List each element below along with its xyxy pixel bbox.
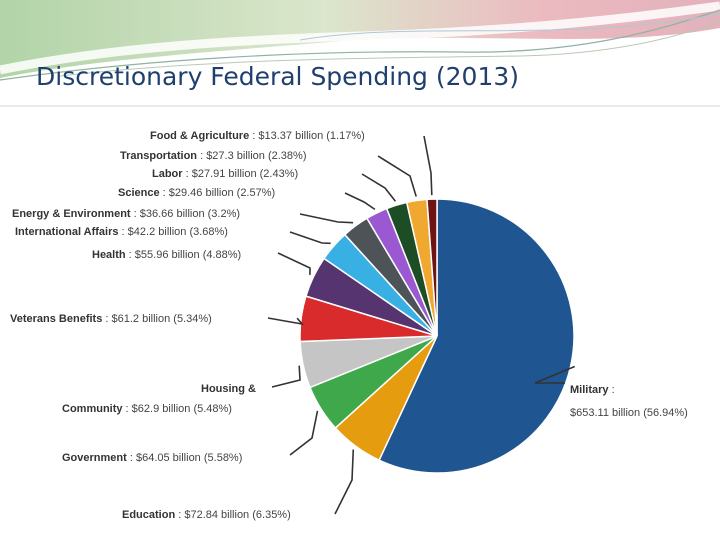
banner-wave-line-1 bbox=[0, 9, 720, 81]
banner-wave-line-3 bbox=[299, 13, 720, 41]
slice-label-health: Health : $55.96 billion (4.88%) bbox=[92, 249, 241, 261]
leader-line-housing-and-community bbox=[271, 365, 301, 388]
slide-banner bbox=[0, 0, 720, 107]
slice-label-housing-and-community-line-1: Housing & bbox=[201, 383, 256, 395]
leader-line-military bbox=[534, 365, 576, 384]
slice-label-education: Education : $72.84 billion (6.35%) bbox=[122, 509, 291, 521]
leader-line-labor bbox=[361, 173, 397, 202]
slice-label-military-line-2: $653.11 billion (56.94%) bbox=[570, 407, 688, 419]
leader-line-government bbox=[289, 410, 319, 456]
leader-line-international-affairs bbox=[289, 231, 331, 245]
leader-line-energy-and-environment bbox=[299, 213, 354, 224]
slice-label-veterans-benefits: Veterans Benefits : $61.2 billion (5.34%… bbox=[10, 313, 212, 325]
leader-line-food-and-agriculture bbox=[423, 135, 433, 196]
slide-title: Discretionary Federal Spending (2013) bbox=[36, 62, 520, 91]
pie-chart: Military : $653.11 billion (56.94%) Educa… bbox=[0, 118, 720, 540]
slice-label-housing-and-community-line-2: Community : $62.9 billion (5.48%) bbox=[62, 403, 232, 415]
slice-label-military-line-1: Military : bbox=[570, 384, 615, 396]
slice-label-transportation: Transportation : $27.3 billion (2.38%) bbox=[120, 150, 307, 162]
leader-line-veterans-benefits bbox=[267, 317, 305, 326]
pie-chart-svg: Military : $653.11 billion (56.94%) Educa… bbox=[10, 130, 688, 521]
slice-label-labor: Labor : $27.91 billion (2.43%) bbox=[152, 168, 298, 180]
banner-wave-highlight bbox=[0, 1, 720, 75]
slice-label-science: Science : $29.46 billion (2.57%) bbox=[118, 187, 275, 199]
leader-line-transportation bbox=[377, 155, 417, 197]
slice-label-government: Government : $64.05 billion (5.58%) bbox=[62, 452, 242, 464]
slice-label-energy-and-environment: Energy & Environment : $36.66 billion (3… bbox=[12, 208, 240, 220]
banner-wave-line-2 bbox=[59, 19, 720, 77]
leader-line-education bbox=[334, 449, 355, 515]
slice-label-food-and-agriculture: Food & Agriculture : $13.37 billion (1.1… bbox=[150, 130, 365, 142]
leader-line-health bbox=[277, 252, 311, 275]
pie-slice-food-and-agriculture bbox=[426, 198, 438, 337]
pie-slice-military bbox=[378, 198, 575, 474]
slice-label-international-affairs: International Affairs : $42.2 billion (3… bbox=[15, 226, 228, 238]
leader-line-science bbox=[344, 192, 376, 211]
